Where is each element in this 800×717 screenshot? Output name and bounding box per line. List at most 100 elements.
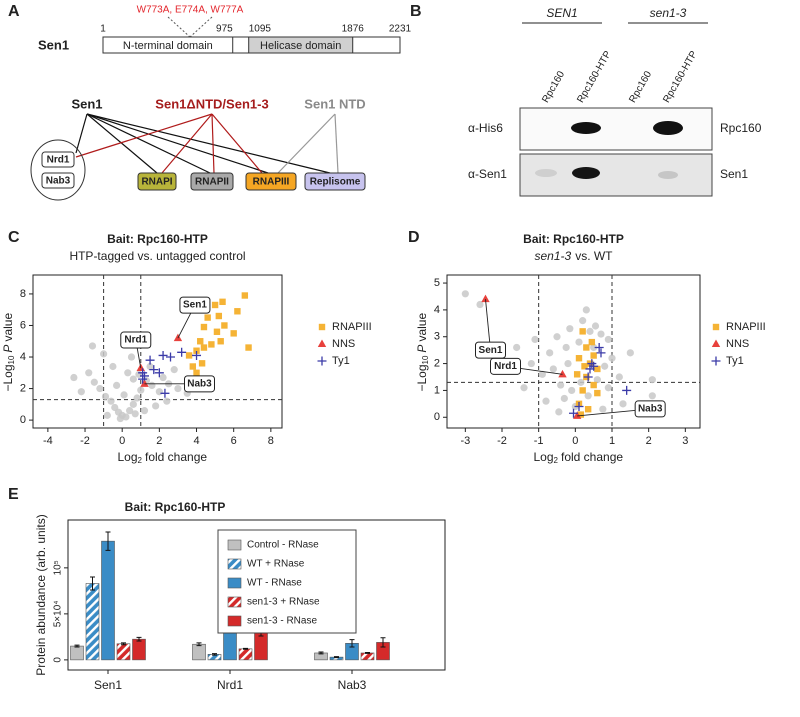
legend-swatch	[317, 339, 327, 347]
band	[653, 121, 683, 135]
error-bar	[380, 637, 386, 648]
group-label: Sen1	[71, 96, 102, 111]
point	[109, 362, 117, 371]
y-tick-label: 10⁵	[53, 560, 64, 575]
strain-label: SEN1	[546, 6, 577, 20]
y-tick-label: 8	[20, 288, 26, 300]
target-label: Nrd1	[47, 155, 70, 166]
point-label: Nrd1	[124, 335, 147, 346]
point	[200, 344, 208, 351]
point	[546, 349, 554, 357]
point	[129, 375, 137, 383]
point	[208, 341, 215, 348]
legend-swatch	[317, 356, 327, 366]
x-tick-label: 8	[268, 435, 274, 447]
x-tick-label: 6	[231, 435, 237, 447]
point	[549, 365, 557, 373]
mutation-pointer	[189, 16, 213, 38]
legend-label: NNS	[332, 338, 355, 350]
point	[234, 308, 241, 315]
point	[589, 361, 599, 371]
point	[90, 378, 98, 386]
point	[572, 411, 582, 419]
point	[135, 370, 143, 378]
y-axis-label-part: P	[415, 345, 429, 353]
y-axis-label-part: −Log	[1, 364, 15, 391]
band	[571, 122, 601, 134]
y-tick-label: 1	[434, 384, 440, 396]
point	[542, 397, 550, 405]
target-label: RNAPIII	[253, 177, 290, 188]
lane-label: Rpc160	[627, 69, 654, 105]
target-label: Nab3	[46, 176, 71, 187]
chart-subtitle: HTP-tagged vs. untagged control	[69, 249, 245, 263]
y-axis-label-part: −Log	[415, 364, 429, 391]
antibody-label: α-His6	[468, 121, 503, 135]
target-label: RNAPII	[195, 177, 229, 188]
domain-box	[102, 36, 234, 54]
legend-label: sen1-3 - RNase	[247, 616, 317, 627]
x-tick-label: -1	[534, 435, 544, 447]
bar	[101, 540, 115, 661]
point	[113, 381, 121, 390]
point	[219, 298, 226, 306]
y-axis-label-part: P	[1, 345, 15, 353]
point	[140, 407, 149, 415]
residue-label: 975	[216, 24, 233, 35]
point	[579, 328, 586, 335]
point	[122, 413, 130, 421]
point	[564, 359, 572, 368]
y-axis-label-part: value	[1, 313, 15, 342]
y-tick-label: 3	[434, 331, 440, 343]
plot-frame	[446, 274, 701, 429]
y-tick-label: 4	[20, 351, 26, 363]
error-bar	[212, 653, 217, 656]
x-axis-label-part: Log	[534, 450, 554, 464]
point	[160, 388, 170, 398]
y-tick-label: 5×10⁴	[53, 600, 64, 627]
plot-frame	[32, 274, 283, 429]
x-tick-label: Sen1	[94, 678, 122, 692]
y-axis-label-part: value	[415, 313, 429, 342]
label-box	[490, 357, 521, 375]
point	[77, 388, 85, 396]
point	[193, 369, 200, 376]
point	[140, 379, 149, 387]
legend-swatch	[227, 596, 242, 608]
x-axis-label-part: 2	[138, 456, 143, 465]
label-box	[634, 400, 666, 418]
error-bar	[365, 652, 370, 654]
blot	[519, 107, 713, 151]
point	[590, 381, 597, 389]
bar	[360, 652, 375, 661]
point	[204, 314, 211, 321]
x-axis-label: Log2 fold change	[534, 450, 624, 465]
point	[626, 349, 634, 357]
legend-label: WT - RNase	[247, 578, 302, 589]
residue-label: 1	[100, 24, 106, 35]
legend-label: Control - RNase	[247, 540, 319, 551]
bar	[85, 583, 100, 661]
point	[619, 400, 627, 408]
point	[597, 330, 605, 338]
x-tick-label: 3	[682, 435, 688, 447]
error-bar	[243, 647, 248, 650]
point	[555, 408, 563, 416]
point	[558, 369, 567, 378]
target-box	[304, 172, 366, 191]
error-bar	[90, 576, 95, 591]
plot-frame	[67, 519, 446, 671]
subtitle-part: sen1-3	[534, 249, 571, 263]
y-tick-label: 4	[434, 304, 440, 316]
bar	[70, 645, 84, 661]
error-bar	[105, 531, 111, 551]
x-axis-label-part: fold change	[561, 450, 623, 464]
lane-label: Rpc160	[540, 69, 567, 105]
y-axis-label: Protein abundance (arb. units)	[34, 514, 48, 675]
point	[583, 372, 593, 382]
group-label: Sen1ΔNTD/Sen1-3	[155, 96, 268, 111]
point	[594, 365, 601, 373]
error-bar	[121, 642, 126, 646]
point	[594, 389, 601, 397]
point	[241, 292, 249, 299]
